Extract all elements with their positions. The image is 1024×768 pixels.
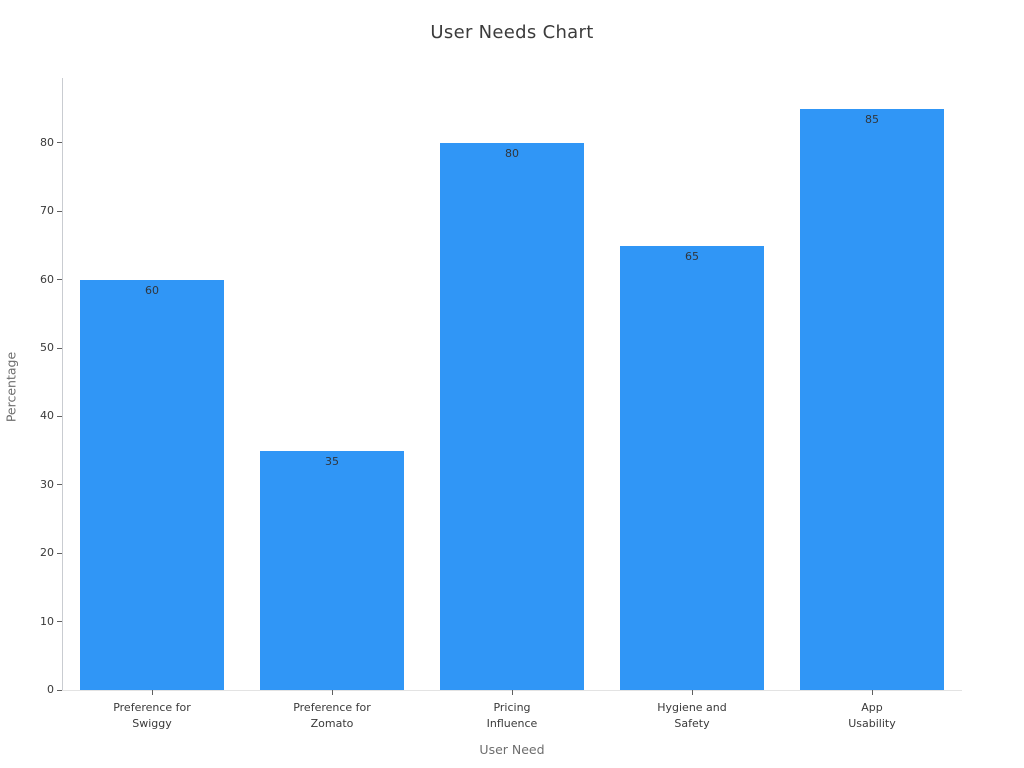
y-axis-line [62, 78, 63, 690]
y-tick-label: 0 [47, 683, 54, 696]
y-tick-label: 20 [40, 546, 54, 560]
y-tick-label: 30 [40, 477, 54, 491]
x-category-label-line: Hygiene and [657, 701, 727, 714]
x-tick-mark [331, 690, 333, 695]
bar-value-label: 35 [325, 454, 339, 468]
x-axis-title: User Need [479, 742, 545, 757]
y-tick-mark [57, 484, 62, 486]
x-category-label: Preference for Zomato [242, 700, 422, 732]
y-tick-label: 10 [40, 614, 54, 628]
y-tick-mark [57, 689, 62, 691]
chart-title: User Needs Chart [430, 22, 594, 43]
bar: 60 [80, 279, 224, 690]
y-tick-mark [57, 415, 62, 417]
y-tick-mark [57, 142, 62, 144]
y-tick-label: 80 [40, 135, 54, 149]
bar-value-label: 60 [145, 283, 159, 297]
x-category-label-line: App [861, 701, 883, 714]
y-tick-label: 50 [40, 341, 54, 355]
x-category-label-line: Zomato [310, 717, 354, 730]
x-tick-mark [871, 690, 873, 695]
y-tick-label: 70 [40, 204, 54, 218]
x-category-label-line: Safety [674, 717, 710, 730]
bar: 65 [620, 245, 764, 690]
bar: 35 [260, 450, 404, 690]
x-category-label-line: Swiggy [132, 717, 172, 730]
y-tick-mark [57, 210, 62, 212]
x-category-label-line: Preference for [113, 701, 191, 714]
y-tick-mark [57, 552, 62, 554]
bar-value-label: 80 [505, 146, 519, 160]
x-tick-mark [151, 690, 153, 695]
x-tick-mark [691, 690, 693, 695]
y-tick-mark [57, 621, 62, 623]
x-category-label: App Usability [782, 700, 962, 732]
x-category-label-line: Influence [486, 717, 538, 730]
x-category-label-line: Usability [848, 717, 896, 730]
x-category-label: Preference for Swiggy [62, 700, 242, 732]
bar-value-label: 85 [865, 112, 879, 126]
y-tick-mark [57, 279, 62, 281]
x-category-label-line: Pricing [493, 701, 531, 714]
bar: 80 [440, 142, 584, 690]
x-tick-mark [511, 690, 513, 695]
y-tick-label: 40 [40, 409, 54, 423]
x-category-label-line: Preference for [293, 701, 371, 714]
x-category-label: Hygiene and Safety [602, 700, 782, 732]
x-category-label: Pricing Influence [422, 700, 602, 732]
y-tick-label: 60 [40, 272, 54, 286]
bar: 85 [800, 108, 944, 690]
bar-value-label: 65 [685, 249, 699, 263]
y-tick-mark [57, 347, 62, 349]
